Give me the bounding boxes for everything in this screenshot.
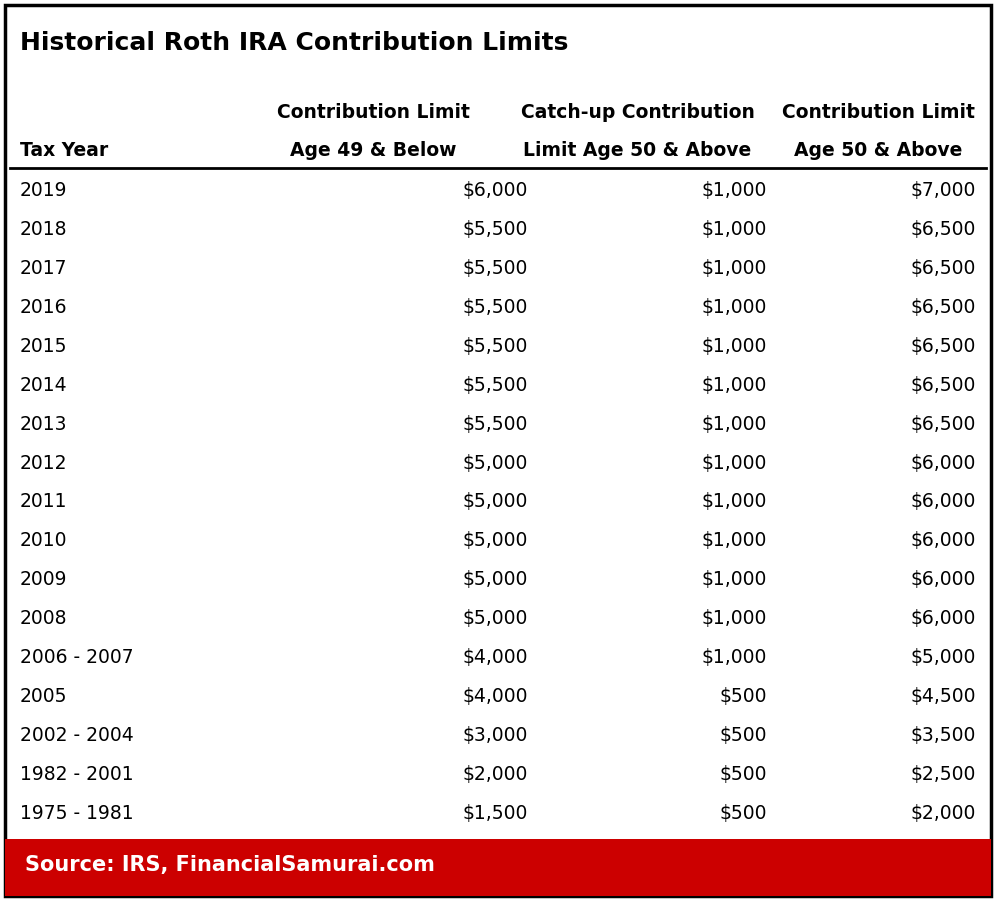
Text: Age 50 & Above: Age 50 & Above [795, 141, 963, 160]
Text: 1982 - 2001: 1982 - 2001 [20, 765, 133, 784]
Text: 2013: 2013 [20, 415, 67, 434]
Text: 2008: 2008 [20, 609, 67, 628]
Text: $6,500: $6,500 [911, 376, 976, 395]
Text: $1,000: $1,000 [702, 454, 767, 473]
Text: $3,500: $3,500 [911, 726, 976, 745]
Text: 2016: 2016 [20, 298, 67, 317]
Text: $5,500: $5,500 [462, 220, 528, 239]
Text: $2,000: $2,000 [462, 765, 528, 784]
Text: 2017: 2017 [20, 259, 67, 278]
Text: $6,000: $6,000 [911, 609, 976, 628]
Text: $6,500: $6,500 [911, 259, 976, 278]
Text: $2,000: $2,000 [911, 804, 976, 823]
Text: 2002 - 2004: 2002 - 2004 [20, 726, 134, 745]
Text: $5,500: $5,500 [462, 376, 528, 395]
Text: $1,000: $1,000 [702, 376, 767, 395]
Text: $6,500: $6,500 [911, 220, 976, 239]
Text: $5,000: $5,000 [462, 531, 528, 551]
Text: 2006 - 2007: 2006 - 2007 [20, 648, 133, 667]
Text: 2014: 2014 [20, 376, 67, 395]
Text: 2011: 2011 [20, 492, 67, 511]
Text: $500: $500 [720, 726, 767, 745]
Text: $1,000: $1,000 [702, 648, 767, 667]
Text: $6,500: $6,500 [911, 337, 976, 356]
Text: $1,500: $1,500 [462, 804, 528, 823]
Text: $1,000: $1,000 [702, 492, 767, 511]
Text: $4,500: $4,500 [911, 687, 976, 706]
Text: 2012: 2012 [20, 454, 67, 473]
Text: $1,000: $1,000 [702, 415, 767, 434]
Text: 2018: 2018 [20, 220, 67, 239]
Text: $1,000: $1,000 [702, 609, 767, 628]
Text: $5,000: $5,000 [462, 492, 528, 511]
Text: $500: $500 [720, 765, 767, 784]
Text: $1,000: $1,000 [702, 181, 767, 200]
Text: Historical Roth IRA Contribution Limits: Historical Roth IRA Contribution Limits [20, 31, 569, 55]
Text: $3,000: $3,000 [462, 726, 528, 745]
Text: $5,500: $5,500 [462, 298, 528, 317]
Text: $6,500: $6,500 [911, 415, 976, 434]
Text: $500: $500 [720, 687, 767, 706]
FancyBboxPatch shape [5, 4, 991, 896]
Text: Tax Year: Tax Year [20, 141, 108, 160]
Text: $5,000: $5,000 [911, 648, 976, 667]
Text: $1,000: $1,000 [702, 337, 767, 356]
Text: $5,000: $5,000 [462, 571, 528, 590]
Text: $6,000: $6,000 [462, 181, 528, 200]
Text: $500: $500 [720, 804, 767, 823]
Text: 1975 - 1981: 1975 - 1981 [20, 804, 133, 823]
Text: $7,000: $7,000 [911, 181, 976, 200]
Text: $6,000: $6,000 [911, 454, 976, 473]
Text: $1,000: $1,000 [702, 571, 767, 590]
FancyBboxPatch shape [5, 839, 991, 896]
Text: Limit Age 50 & Above: Limit Age 50 & Above [524, 141, 752, 160]
Text: $6,000: $6,000 [911, 531, 976, 551]
Text: 2009: 2009 [20, 571, 67, 590]
Text: $5,000: $5,000 [462, 454, 528, 473]
Text: 2019: 2019 [20, 181, 67, 200]
Text: Catch-up Contribution: Catch-up Contribution [521, 104, 755, 122]
Text: Age 49 & Below: Age 49 & Below [290, 141, 456, 160]
Text: Contribution Limit: Contribution Limit [782, 104, 975, 122]
Text: $1,000: $1,000 [702, 259, 767, 278]
Text: 2010: 2010 [20, 531, 67, 551]
Text: $6,500: $6,500 [911, 298, 976, 317]
Text: 2015: 2015 [20, 337, 67, 356]
Text: $5,000: $5,000 [462, 609, 528, 628]
Text: $4,000: $4,000 [462, 648, 528, 667]
Text: $1,000: $1,000 [702, 531, 767, 551]
Text: $5,500: $5,500 [462, 415, 528, 434]
Text: $6,000: $6,000 [911, 492, 976, 511]
Text: $1,000: $1,000 [702, 298, 767, 317]
Text: Contribution Limit: Contribution Limit [277, 104, 470, 122]
Text: $5,500: $5,500 [462, 337, 528, 356]
Text: $1,000: $1,000 [702, 220, 767, 239]
Text: 2005: 2005 [20, 687, 67, 706]
Text: $6,000: $6,000 [911, 571, 976, 590]
Text: $4,000: $4,000 [462, 687, 528, 706]
Text: Source: IRS, FinancialSamurai.com: Source: IRS, FinancialSamurai.com [25, 855, 434, 875]
Text: $2,500: $2,500 [911, 765, 976, 784]
Text: $5,500: $5,500 [462, 259, 528, 278]
